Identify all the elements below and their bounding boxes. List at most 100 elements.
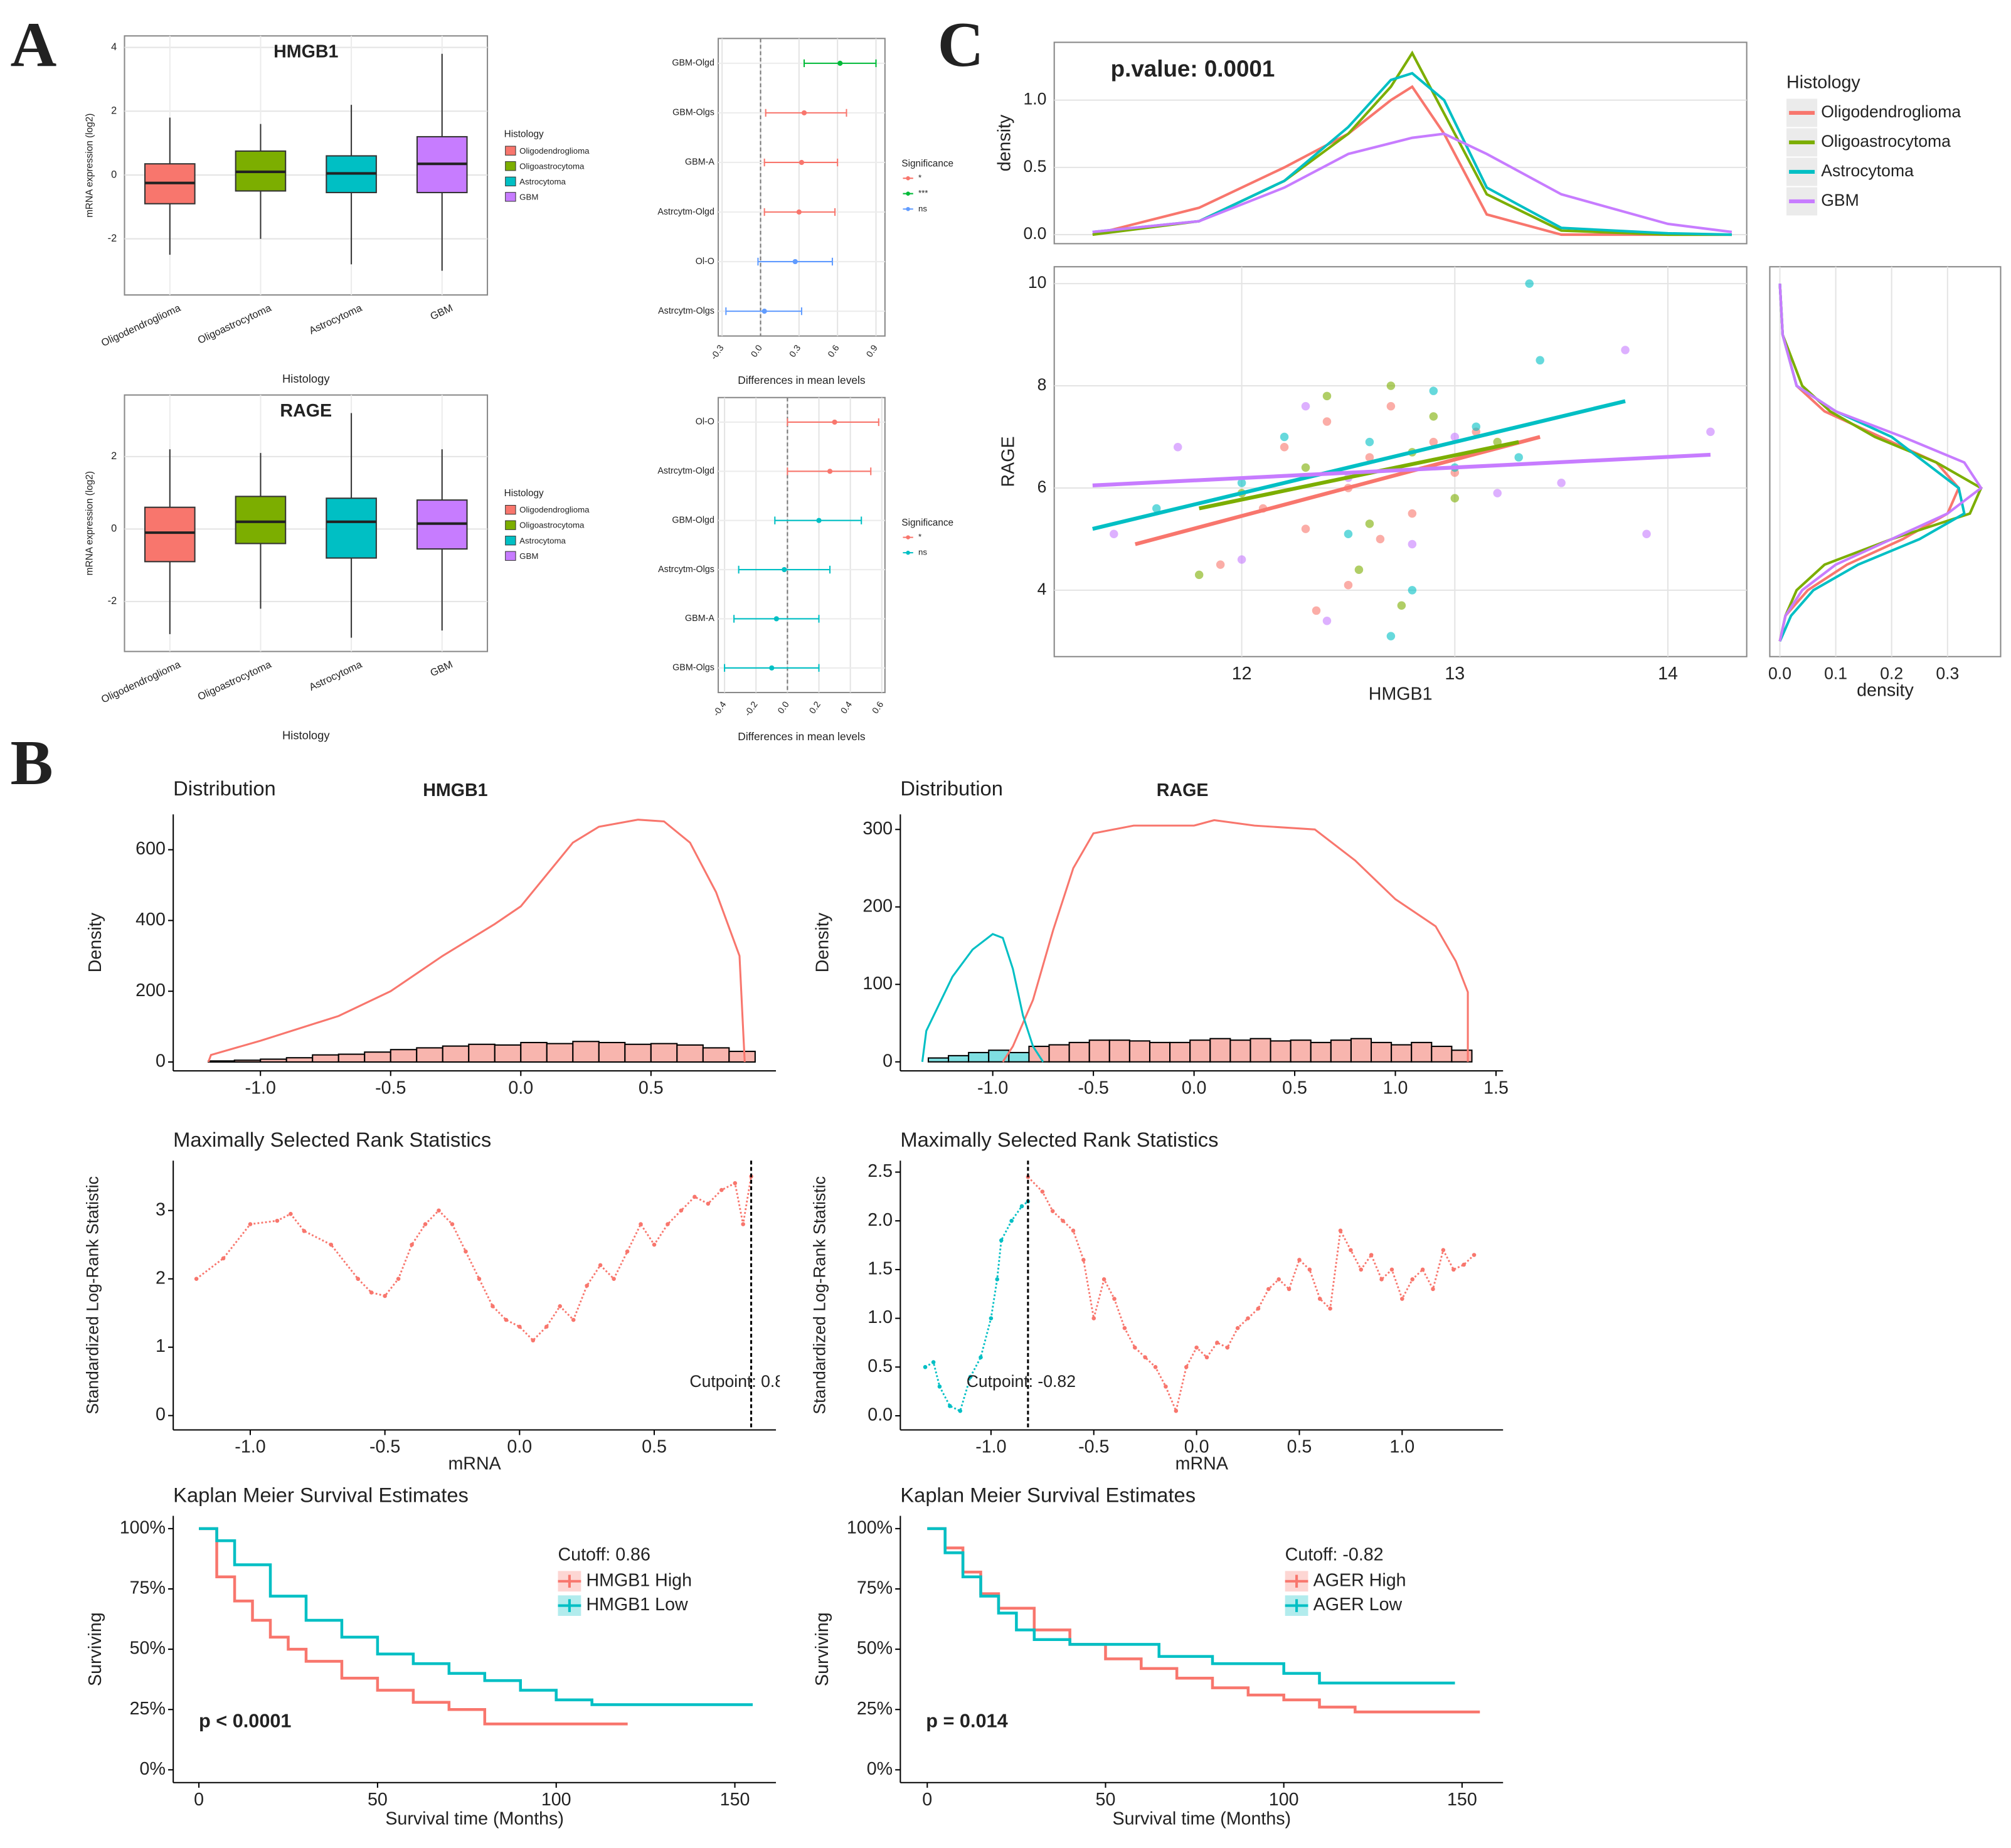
histogram-bar [1270,1040,1292,1063]
y-tick-label: 50% [130,1638,166,1659]
plot-frame [718,396,886,694]
histogram-bar [1451,1049,1473,1063]
legend-key [505,551,516,561]
survival-curve [927,1527,1480,1714]
x-tick-label: 1.0 [1389,1437,1414,1457]
plot-frame [718,38,886,337]
point [1621,346,1630,354]
x-tick-label: 13 [1445,664,1465,684]
x-tick-label: 0.0 [508,1078,533,1098]
y-tick-label: 600 [135,839,166,859]
y-tick-label: 75% [130,1578,166,1598]
mean-point [837,60,843,66]
y-tick-label: 2.0 [868,1210,893,1230]
x-tick-label: -1.0 [977,1078,1008,1098]
y-tick-label: 0 [156,1051,166,1071]
histogram-bar [233,1059,262,1063]
point [1365,453,1374,462]
mean-point [799,159,805,166]
histogram-bar [650,1043,678,1063]
y-tick-label: -2 [108,233,117,244]
density-curve [207,819,746,1063]
histogram-bar [1149,1041,1171,1063]
chart-title: Distribution [173,777,276,800]
histogram-bar [1209,1038,1231,1063]
x-tick-label: 0.5 [1282,1078,1307,1098]
legend-label: ns [918,204,927,213]
legend-key [906,550,910,555]
point [1386,381,1396,390]
x-axis-label: Histology [282,728,330,741]
legend-key [906,191,910,196]
density-curve [921,933,1044,1063]
legend-label: Oligodendroglioma [519,146,590,156]
x-tick-label: 50 [368,1790,388,1810]
x-axis-label: mRNA [1175,1453,1229,1474]
y-tick-label: 75% [857,1578,893,1598]
point [1322,616,1332,625]
y-tick-label: Astrcytm-Olgd [657,207,714,217]
legend-key [1285,1599,1308,1612]
annotation: p < 0.0001 [199,1711,291,1732]
point [1322,391,1332,401]
histogram-bar [416,1047,443,1063]
density-curve [1092,72,1732,236]
point [1514,453,1523,462]
annotation: p = 0.014 [926,1711,1007,1732]
point [1386,401,1396,411]
histogram-bar [260,1058,287,1063]
x-axis-label: Histology [282,372,330,385]
x-axis-label: Differences in mean levels [738,730,866,743]
x-tick-label: 0.0 [1184,1437,1209,1457]
y-tick-label: GBM-A [685,613,714,624]
x-tick-label: 100 [1269,1790,1299,1810]
y-tick-label: 2 [111,450,117,462]
histogram-bar [1350,1038,1372,1063]
x-axis-label: Survival time (Months) [385,1809,564,1829]
point [1429,412,1438,421]
legend-key [505,536,516,546]
legend-label: HMGB1 Low [586,1595,688,1615]
x-tick-label: 0.5 [639,1078,664,1098]
histogram-bar [927,1057,950,1063]
y-tick-label: Ol-O [696,417,714,427]
rank-point [999,1238,1004,1243]
mean-point [832,419,837,425]
y-tick-label: 3 [156,1199,166,1219]
legend-title: Histology [504,488,544,499]
y-axis-label: Density [85,912,105,972]
mean-point [816,518,822,523]
legend-title: Significance [901,518,953,528]
y-tick-label: 25% [857,1699,893,1719]
legend-key [505,146,516,156]
survival-curve [927,1527,1455,1685]
legend-label: Astrocytoma [1821,161,1914,180]
survival-curve [199,1527,628,1726]
y-tick-label: 4 [1037,580,1047,598]
density-curve [1092,85,1732,236]
point [1472,422,1481,431]
point [1397,601,1406,610]
y-tick-label: 2 [156,1268,166,1288]
histogram-bar [1088,1039,1110,1063]
histogram-bar [1290,1039,1312,1063]
x-tick-label: 0.0 [1182,1078,1207,1098]
box [326,497,377,559]
histogram-bar [285,1057,314,1063]
histogram-bar [676,1044,704,1063]
legend-label: Oligoastrocytoma [1821,132,1951,151]
histogram-bar [1068,1041,1090,1063]
legend-label: Oligoastrocytoma [519,161,585,171]
y-axis-label: Surviving [85,1612,105,1686]
point [1365,519,1374,528]
legend-label: Astrocytoma [519,536,566,545]
x-tick-label: 0.5 [642,1437,667,1457]
point [1344,580,1353,590]
legend-key [505,176,516,186]
y-tick-label: GBM-Olgs [672,108,714,118]
x-tick-label: 150 [720,1790,750,1810]
point [1376,534,1385,544]
box [144,506,196,563]
histogram-bar [1370,1041,1393,1063]
histogram-bar [1169,1041,1191,1063]
